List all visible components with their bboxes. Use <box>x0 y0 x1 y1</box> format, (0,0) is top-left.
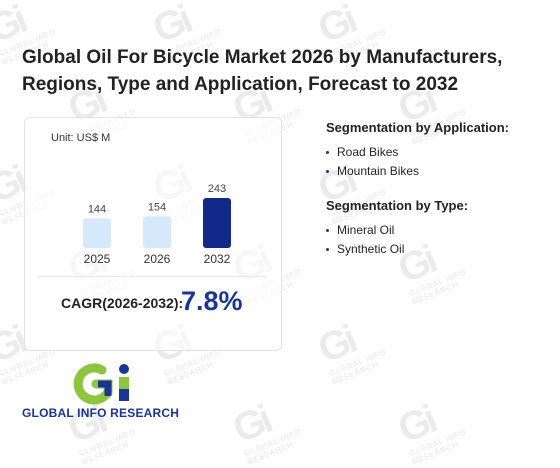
list-item: Road Bikes <box>326 143 509 162</box>
gi-logo-icon <box>73 363 129 405</box>
bar-2026 <box>143 216 171 248</box>
segmentation-application-list: Road Bikes Mountain Bikes <box>326 143 509 181</box>
bar-chart: 144 2025 154 2026 243 2032 <box>83 183 231 266</box>
data-label-2026: 154 <box>148 201 166 213</box>
segmentation-application: Segmentation by Application: Road Bikes … <box>326 120 509 181</box>
brand-name: GLOBAL INFO RESEARCH <box>22 406 180 420</box>
x-tick-2032: 2032 <box>204 252 231 266</box>
chart-divider <box>37 276 267 277</box>
data-label-2025: 144 <box>88 203 106 215</box>
segmentation-type: Segmentation by Type: Mineral Oil Synthe… <box>326 198 468 259</box>
bar-2032 <box>203 198 231 248</box>
bar-2025 <box>83 218 111 248</box>
page-title: Global Oil For Bicycle Market 2026 by Ma… <box>22 47 503 95</box>
x-tick-2025: 2025 <box>84 252 111 266</box>
segmentation-application-heading: Segmentation by Application: <box>326 120 509 135</box>
x-tick-2026: 2026 <box>144 252 171 266</box>
unit-label: Unit: US$ M <box>51 132 111 144</box>
cagr-label: CAGR(2026-2032): <box>61 295 184 311</box>
data-label-2032: 243 <box>208 183 226 195</box>
cagr-value: 7.8% <box>181 286 243 316</box>
brand-logo: GLOBAL INFO RESEARCH <box>22 363 192 424</box>
list-item: Mountain Bikes <box>326 162 509 181</box>
chart-card: Unit: US$ M 144 2025 154 2026 243 2032 CAGR(2… <box>24 117 282 351</box>
list-item: Synthetic Oil <box>326 240 468 259</box>
segmentation-type-heading: Segmentation by Type: <box>326 198 469 213</box>
list-item: Mineral Oil <box>326 221 468 240</box>
segmentation-type-list: Mineral Oil Synthetic Oil <box>326 221 468 259</box>
